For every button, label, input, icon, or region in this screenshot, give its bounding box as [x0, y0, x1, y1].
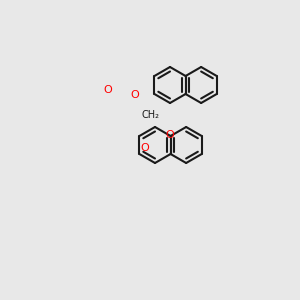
Text: O: O [166, 130, 174, 140]
Text: O: O [141, 143, 149, 153]
Text: O: O [103, 85, 112, 95]
Text: CH₂: CH₂ [141, 110, 159, 120]
Text: O: O [130, 90, 140, 100]
